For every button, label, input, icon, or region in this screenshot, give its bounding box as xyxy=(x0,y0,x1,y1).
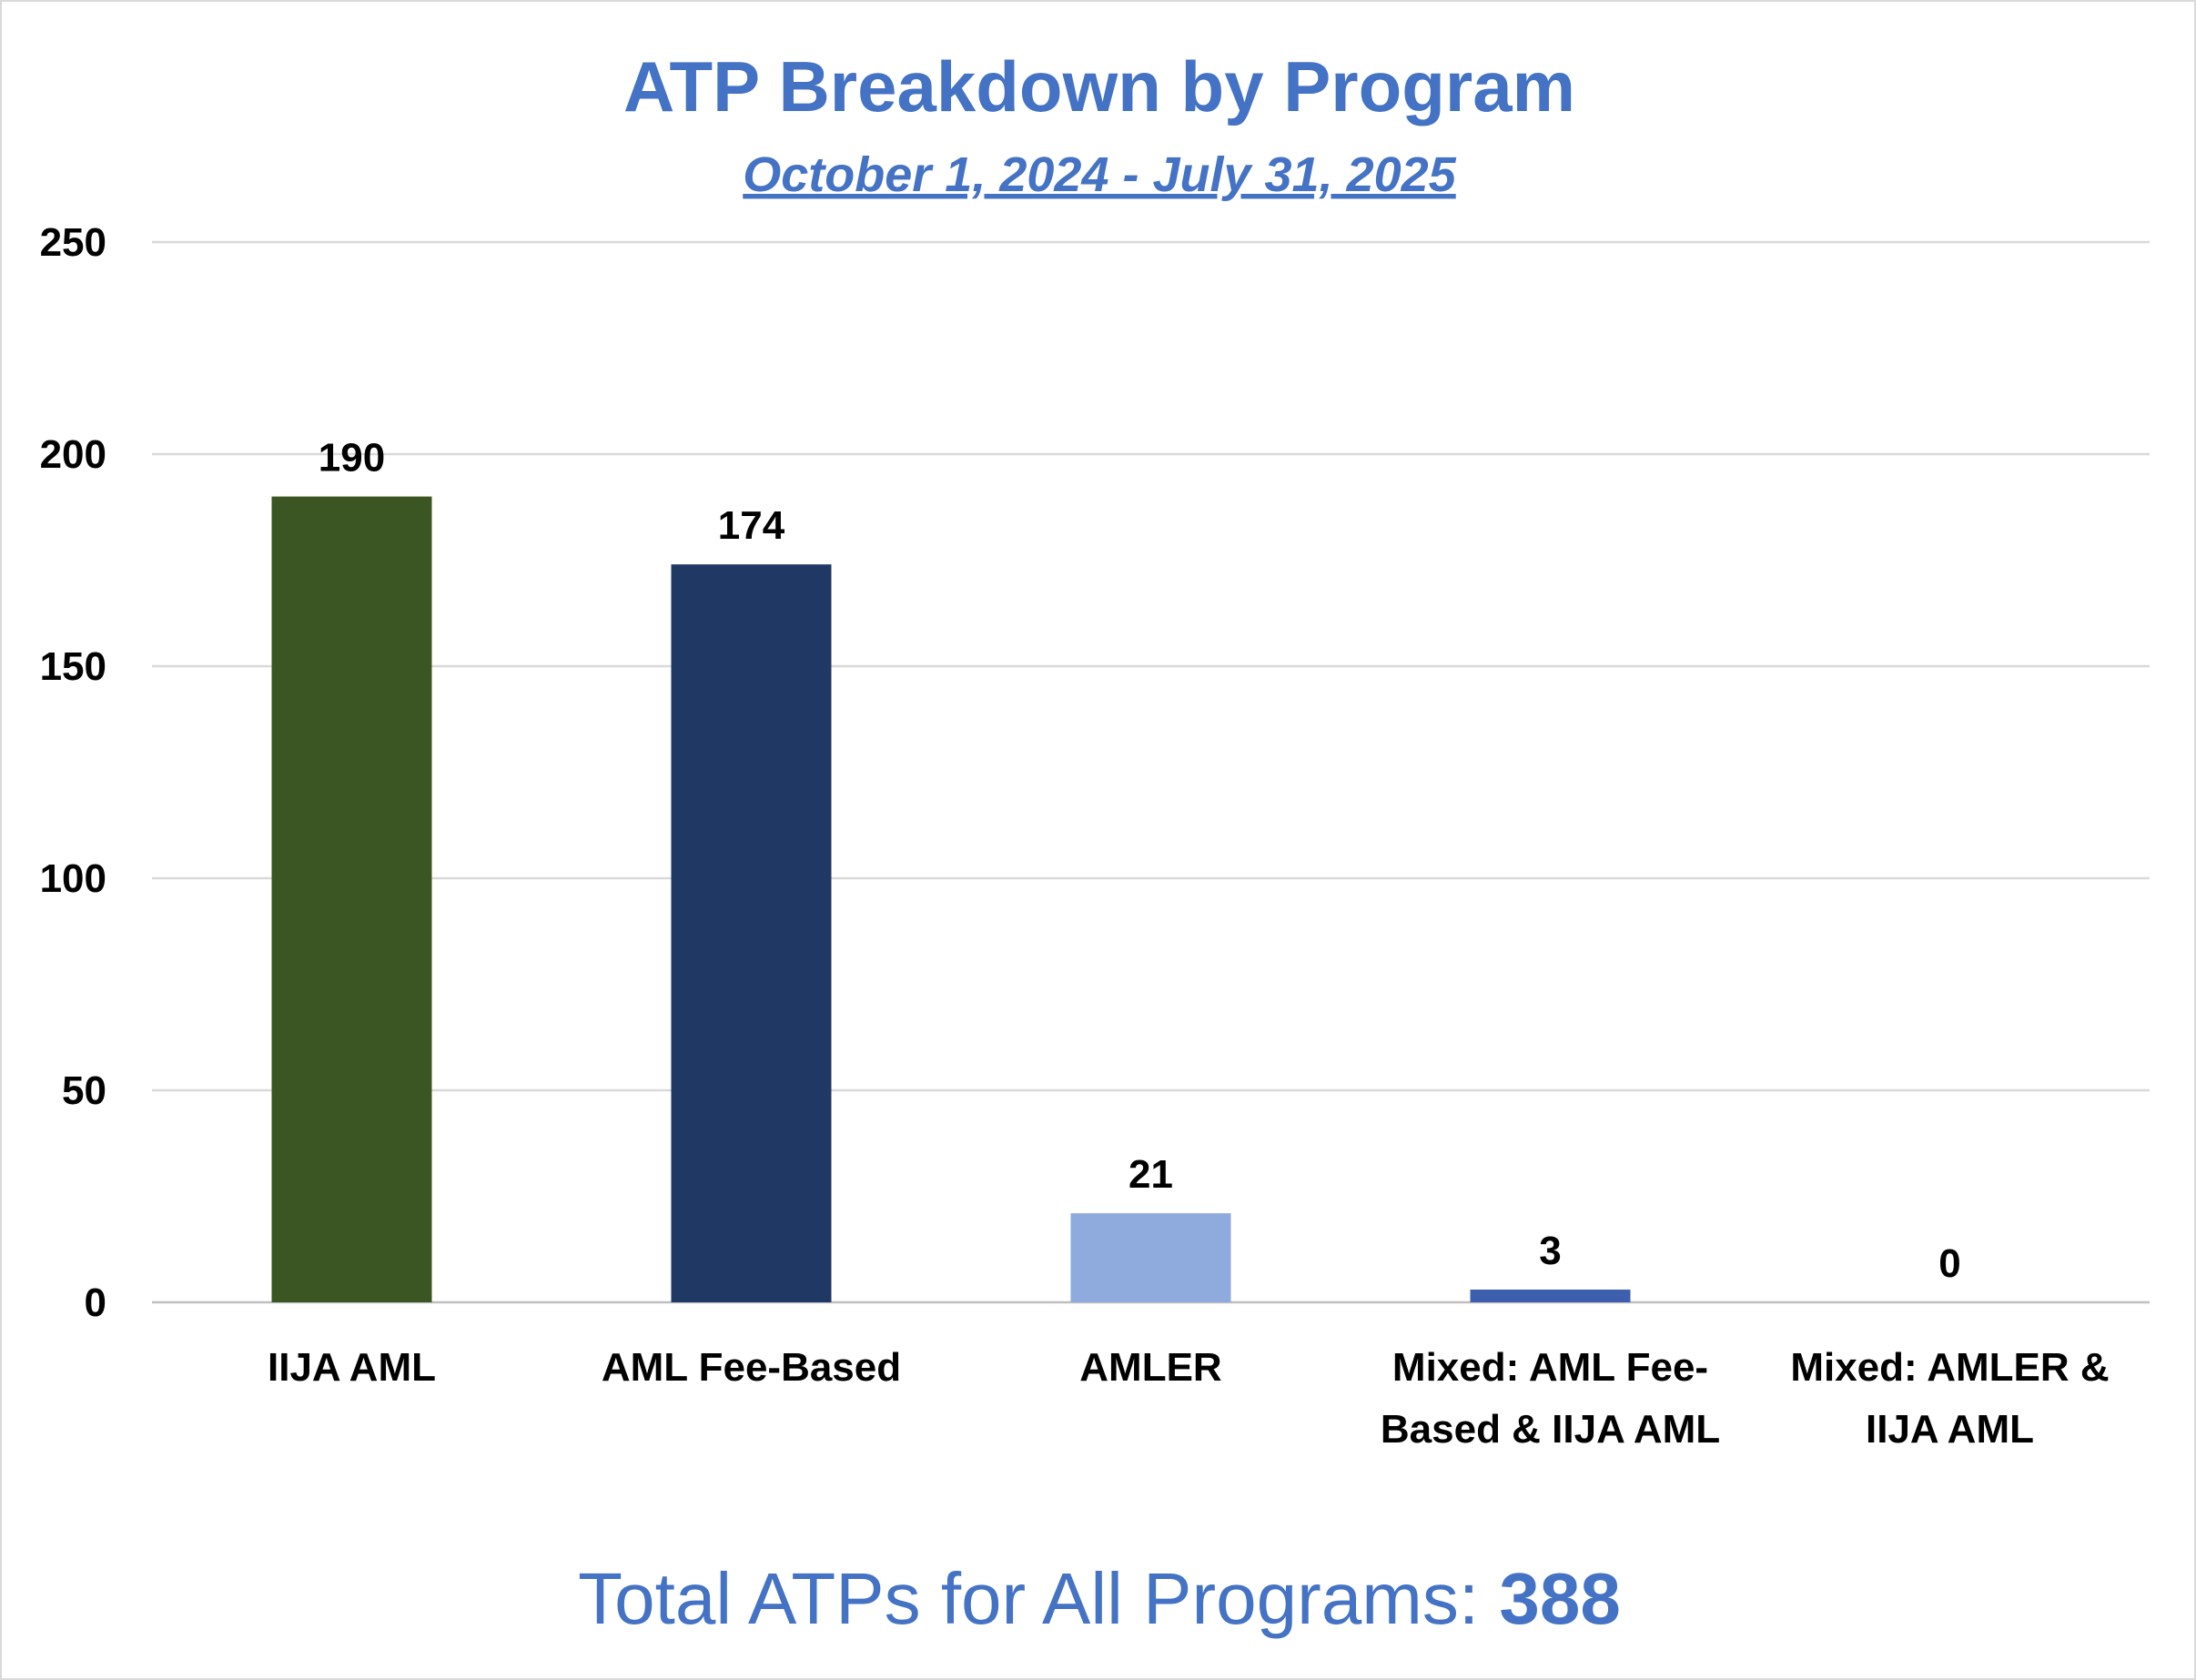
y-tick-label: 250 xyxy=(40,220,106,265)
category-label: Mixed: AMLER & xyxy=(1790,1345,2109,1390)
total-summary: Total ATPs for All Programs: 388 xyxy=(578,1558,1621,1639)
category-label: AMLER xyxy=(1079,1345,1221,1390)
data-label: 0 xyxy=(1938,1241,1960,1286)
category-labels: IIJA AML AML Fee-Based AMLER Mixed: AML Fee… xyxy=(268,1345,2110,1452)
total-label: Total ATPs for All Programs: xyxy=(578,1558,1499,1639)
gridlines xyxy=(152,240,2150,1304)
y-tick-label: 150 xyxy=(40,644,106,689)
category-label: IIJA AML xyxy=(1866,1407,2034,1452)
category-label: Mixed: AML Fee- xyxy=(1392,1345,1708,1390)
chart-subtitle: October 1, 2024 - July 31, 2025 xyxy=(743,147,1456,202)
data-label: 3 xyxy=(1539,1229,1561,1273)
category-label: IIJA AML xyxy=(268,1345,436,1390)
bar xyxy=(1470,1290,1631,1302)
bars xyxy=(271,496,1631,1302)
bar xyxy=(671,564,832,1302)
chart-title: ATP Breakdown by Program xyxy=(623,46,1575,127)
y-tick-label: 200 xyxy=(40,432,106,477)
y-tick-label: 100 xyxy=(40,856,106,901)
category-label: AML Fee-Based xyxy=(602,1345,901,1390)
data-label: 21 xyxy=(1128,1152,1173,1197)
y-tick-label: 0 xyxy=(85,1280,106,1325)
bar xyxy=(271,496,432,1302)
total-value: 388 xyxy=(1499,1558,1620,1639)
data-label: 190 xyxy=(319,436,385,481)
y-tick-label: 50 xyxy=(62,1068,106,1113)
data-label: 174 xyxy=(718,503,785,548)
category-label: Based & IIJA AML xyxy=(1381,1407,1720,1452)
y-axis-ticks: 0 50 100 150 200 250 xyxy=(40,220,106,1325)
bar xyxy=(1070,1213,1231,1302)
data-labels: 190 174 21 3 0 xyxy=(319,436,1961,1286)
